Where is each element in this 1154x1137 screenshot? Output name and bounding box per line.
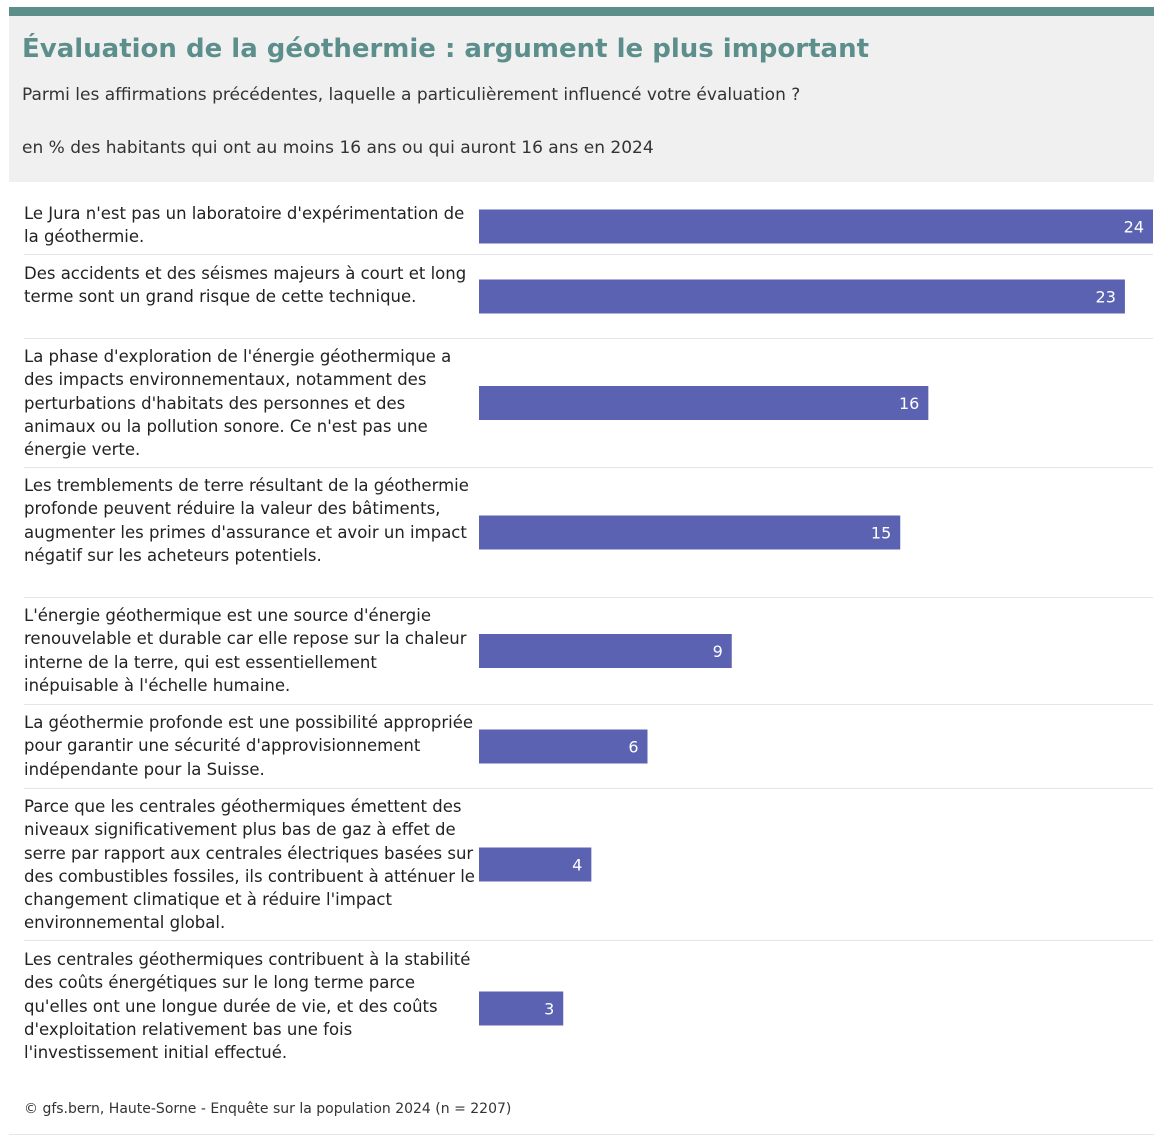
- bar: [479, 386, 929, 420]
- chart-title: Évaluation de la géothermie : argument l…: [22, 34, 870, 64]
- category-label: L'énergie géothermique est une source d'…: [24, 606, 467, 695]
- category-label: La géothermie profonde est une possibili…: [24, 713, 474, 779]
- category-label: Le Jura n'est pas un laboratoire d'expér…: [24, 204, 465, 247]
- bar: [479, 847, 592, 882]
- bar-value-label: 15: [871, 524, 891, 543]
- header-accent-rule: [9, 7, 1154, 16]
- source-footer: © gfs.bern, Haute-Sorne - Enquête sur la…: [24, 1101, 512, 1117]
- bar-value-label: 23: [1096, 288, 1116, 307]
- bar-value-label: 6: [628, 738, 638, 757]
- chart-subtitle: Parmi les affirmations précédentes, laqu…: [22, 85, 801, 105]
- bar: [479, 515, 901, 550]
- bar-value-label: 3: [544, 1000, 554, 1019]
- bar: [479, 729, 648, 764]
- category-label: Les centrales géothermiques contribuent …: [24, 950, 471, 1063]
- bar-value-label: 9: [713, 642, 723, 661]
- bar: [479, 991, 564, 1026]
- bar-value-label: 24: [1124, 218, 1144, 237]
- bar: [479, 279, 1125, 314]
- chart-unit-note: en % des habitants qui ont au moins 16 a…: [22, 138, 654, 158]
- bottom-rule: [9, 1134, 1154, 1135]
- chart-header: Évaluation de la géothermie : argument l…: [9, 16, 1154, 182]
- bar: [479, 634, 732, 668]
- category-label: Les tremblements de terre résultant de l…: [24, 476, 469, 565]
- category-label: Des accidents et des séismes majeurs à c…: [24, 264, 467, 307]
- bar-value-label: 16: [899, 394, 919, 413]
- bar-value-label: 4: [572, 856, 582, 875]
- bar: [479, 209, 1153, 244]
- category-label: La phase d'exploration de l'énergie géot…: [24, 347, 452, 460]
- category-label: Parce que les centrales géothermiques ém…: [24, 797, 475, 933]
